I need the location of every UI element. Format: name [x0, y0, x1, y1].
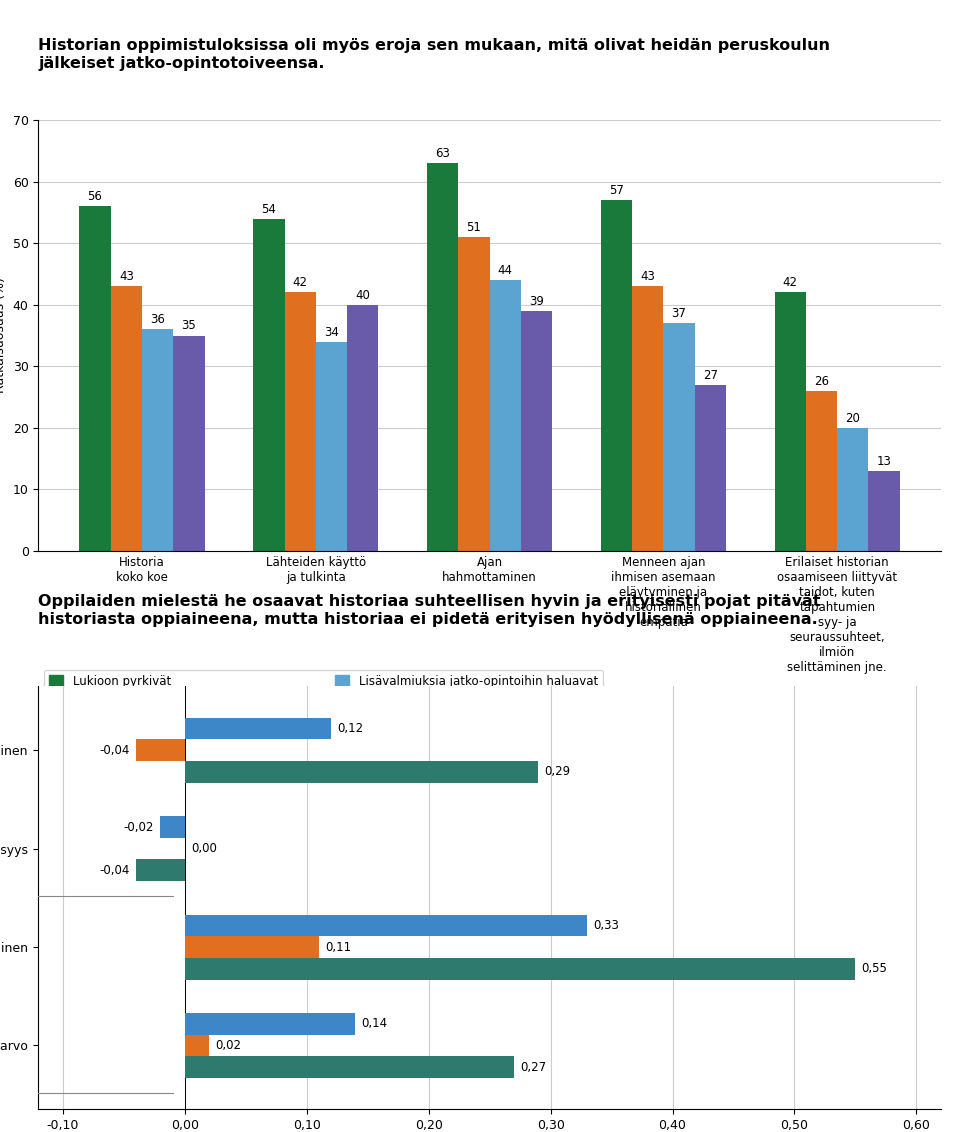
Text: 39: 39 — [529, 294, 544, 308]
Bar — [490, 280, 521, 551]
Bar — [316, 342, 348, 551]
Text: 42: 42 — [293, 276, 307, 290]
Bar — [869, 471, 900, 551]
Bar — [663, 324, 695, 551]
Text: 34: 34 — [324, 326, 339, 338]
Text: 35: 35 — [181, 319, 196, 333]
Text: 0,29: 0,29 — [544, 765, 570, 779]
Bar — [184, 915, 588, 936]
Y-axis label: Ratkaisuosuus (%): Ratkaisuosuus (%) — [0, 277, 7, 394]
Legend: Lukioon pyrkivät, Ammatilliseen koulutukseen suuntautuvat, Lisävalmiuksia jatko-: Lukioon pyrkivät, Ammatilliseen koulutuk… — [44, 670, 603, 709]
Bar — [184, 761, 539, 782]
Text: 43: 43 — [119, 271, 133, 283]
Text: 36: 36 — [150, 314, 165, 326]
Text: 0,33: 0,33 — [593, 919, 619, 932]
Bar — [775, 292, 806, 551]
Bar — [427, 163, 458, 551]
Bar — [142, 329, 173, 551]
Text: 42: 42 — [782, 276, 798, 290]
Bar — [184, 1035, 209, 1056]
Bar — [348, 305, 378, 551]
Text: 43: 43 — [640, 271, 656, 283]
Text: -0,04: -0,04 — [100, 864, 130, 877]
Bar — [184, 936, 319, 958]
Text: 0,55: 0,55 — [861, 962, 887, 975]
Bar — [184, 1056, 514, 1078]
Text: 44: 44 — [497, 264, 513, 277]
Bar — [601, 200, 632, 551]
Text: 51: 51 — [467, 221, 481, 234]
Text: 63: 63 — [435, 147, 450, 160]
Bar — [80, 206, 110, 551]
Bar — [837, 428, 869, 551]
Text: 0,02: 0,02 — [215, 1039, 241, 1052]
Text: 0,27: 0,27 — [520, 1061, 546, 1073]
Bar — [184, 718, 331, 739]
Text: -0,02: -0,02 — [124, 821, 155, 833]
Bar — [632, 286, 663, 551]
Text: 13: 13 — [876, 455, 892, 468]
Text: 0,12: 0,12 — [337, 722, 363, 735]
Text: 54: 54 — [261, 203, 276, 215]
Bar — [253, 218, 284, 551]
Text: Oppilaiden mielestä he osaavat historiaa suhteellisen hyvin ja erityisesti pojat: Oppilaiden mielestä he osaavat historiaa… — [38, 594, 821, 627]
Bar — [806, 391, 837, 551]
Bar — [184, 1013, 355, 1035]
Bar — [458, 237, 490, 551]
Text: -0,04: -0,04 — [100, 744, 130, 757]
Text: 20: 20 — [846, 412, 860, 424]
Text: 26: 26 — [814, 375, 829, 388]
Bar — [521, 311, 552, 551]
Bar — [160, 816, 184, 838]
Text: 27: 27 — [703, 369, 718, 381]
Text: 0,11: 0,11 — [325, 941, 351, 953]
Text: 56: 56 — [87, 190, 103, 204]
Bar — [184, 958, 855, 979]
Text: 40: 40 — [355, 289, 371, 302]
Bar — [695, 385, 726, 551]
Text: 0,14: 0,14 — [362, 1018, 388, 1030]
Text: Historian oppimistuloksissa oli myös eroja sen mukaan, mitä olivat heidän perusk: Historian oppimistuloksissa oli myös ero… — [38, 38, 830, 70]
Text: 57: 57 — [609, 185, 624, 197]
Bar — [136, 739, 184, 761]
Bar — [136, 859, 184, 881]
Bar — [110, 286, 142, 551]
Text: 0,00: 0,00 — [191, 842, 217, 855]
Bar — [284, 292, 316, 551]
Text: 37: 37 — [672, 307, 686, 320]
Bar — [173, 335, 204, 551]
